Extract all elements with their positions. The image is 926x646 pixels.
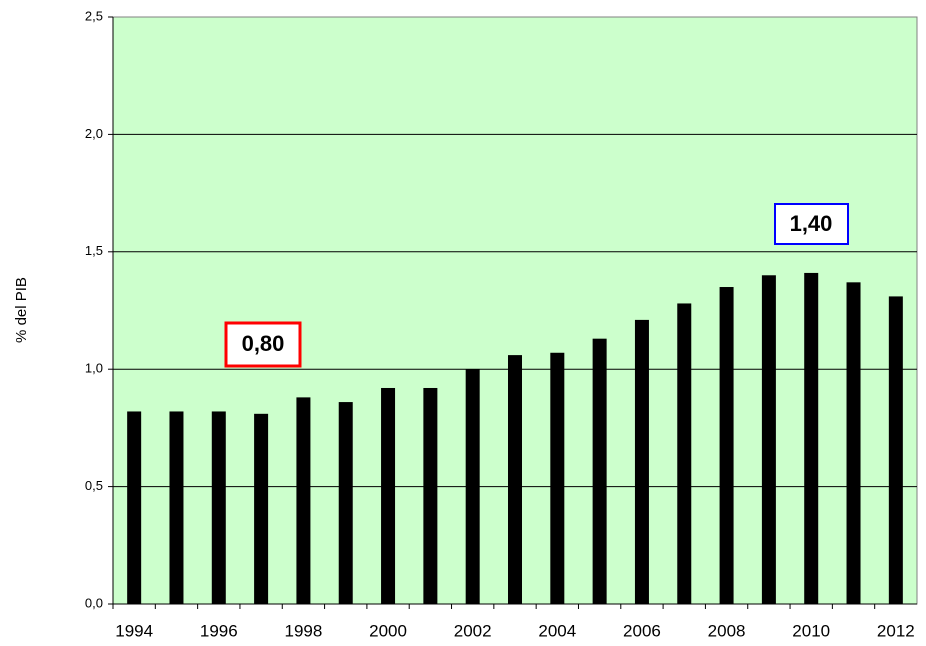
y-tick-label: 1,0 <box>85 361 103 376</box>
bar <box>169 411 184 604</box>
y-tick-label: 0,0 <box>85 595 103 610</box>
x-tick-label: 1998 <box>285 621 323 640</box>
bar <box>550 352 565 604</box>
x-tick-label: 2010 <box>792 621 830 640</box>
bar <box>719 287 734 604</box>
bar <box>465 369 480 604</box>
bar <box>211 411 226 604</box>
x-tick-label: 2012 <box>877 621 915 640</box>
x-tick-label: 2006 <box>623 621 661 640</box>
annotation-box <box>774 203 849 245</box>
bar <box>254 413 269 604</box>
x-tick-label: 2002 <box>454 621 492 640</box>
bar <box>338 402 353 604</box>
bar <box>846 282 861 604</box>
bar <box>634 319 649 604</box>
y-tick-label: 0,5 <box>85 478 103 493</box>
bar <box>888 296 903 604</box>
bar <box>296 397 311 604</box>
x-tick-label: 2008 <box>708 621 746 640</box>
annotation-box <box>224 321 302 368</box>
x-tick-label: 1996 <box>200 621 238 640</box>
bar <box>127 411 142 604</box>
bar <box>592 338 607 604</box>
y-axis-label: % del PIB <box>13 277 30 343</box>
y-tick-label: 1,5 <box>85 243 103 258</box>
bar <box>761 275 776 604</box>
bar <box>804 272 819 604</box>
x-tick-label: 2004 <box>538 621 576 640</box>
bar <box>677 303 692 604</box>
y-tick-label: 2,0 <box>85 126 103 141</box>
bar <box>423 387 438 604</box>
bar <box>508 355 522 604</box>
annotation: 1,40 <box>790 211 833 236</box>
annotation: 0,80 <box>242 331 285 356</box>
bar <box>381 387 396 604</box>
y-tick-label: 2,5 <box>85 8 103 23</box>
x-tick-label: 1994 <box>115 621 153 640</box>
x-tick-label: 2000 <box>369 621 407 640</box>
